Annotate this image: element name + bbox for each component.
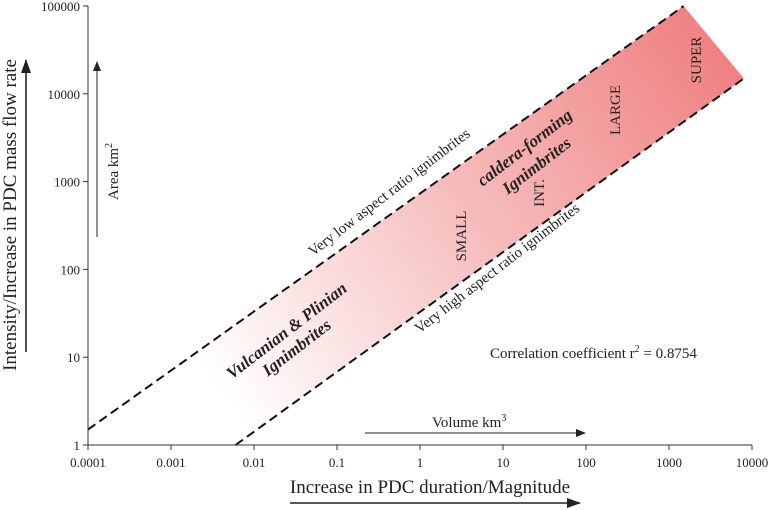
- correlation-text: Correlation coefficient r2 = 0.8754: [490, 344, 697, 362]
- y-tick-label: 1: [74, 438, 81, 453]
- y-tick-label: 10: [67, 350, 80, 365]
- x-tick-label: 0.1: [329, 455, 345, 470]
- lower-boundary-line: [235, 77, 745, 446]
- x-axis-title: Increase in PDC duration/Magnitude: [290, 477, 570, 498]
- x-tick-label: 10000: [736, 455, 768, 470]
- x-tick-label: 0.0001: [70, 455, 106, 470]
- x-tick-label: 10: [497, 455, 510, 470]
- y-tick-label: 100: [61, 262, 81, 277]
- x-tick-label: 1: [417, 455, 424, 470]
- upper-boundary-line: [87, 5, 685, 431]
- x-tick-label: 0.001: [156, 455, 185, 470]
- class-label-large: LARGE: [608, 85, 624, 135]
- ignimbrite-band: [88, 6, 744, 445]
- y-tick-label: 100000: [41, 0, 80, 14]
- x-tick-label: 100: [576, 455, 596, 470]
- x-tick-label: 0.01: [243, 455, 266, 470]
- area-label: Area km2: [104, 143, 122, 200]
- class-label-super: SUPER: [689, 37, 705, 84]
- y-tick-label: 1000: [54, 175, 80, 190]
- y-axis-title: Intensity/Increase in PDC mass flow rate: [0, 59, 21, 371]
- volume-label: Volume km3: [432, 413, 506, 431]
- y-ticks: 1 10 100 1000 10000 100000: [41, 0, 88, 453]
- x-tick-label: 1000: [656, 455, 682, 470]
- y-tick-label: 10000: [48, 87, 81, 102]
- class-label-small: SMALL: [454, 211, 470, 262]
- class-label-int: INT.: [532, 179, 548, 207]
- x-ticks: 0.0001 0.001 0.01 0.1 1 10 100 1000 10000: [70, 445, 768, 470]
